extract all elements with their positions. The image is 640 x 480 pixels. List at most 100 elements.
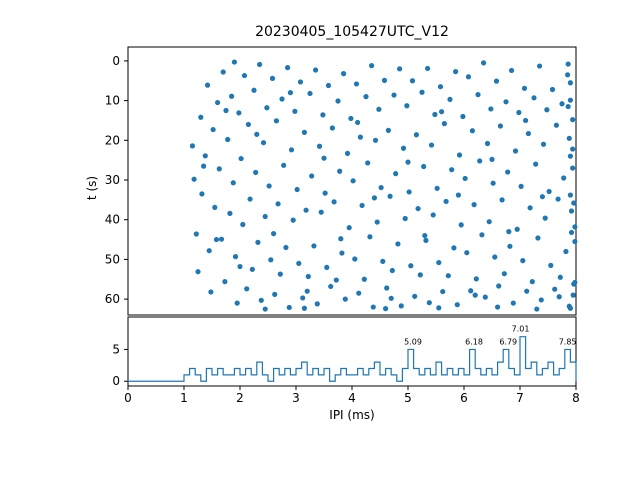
x-tick-label: 7	[516, 391, 524, 405]
scatter-point	[249, 266, 255, 272]
scatter-point	[331, 199, 337, 205]
scatter-point	[363, 94, 369, 100]
scatter-point	[422, 232, 428, 239]
scatter-point	[279, 96, 285, 102]
scatter-point	[496, 283, 502, 289]
scatter-point	[464, 250, 470, 256]
peak-annotation-label: 6.18	[465, 337, 483, 346]
scatter-point	[567, 153, 574, 159]
scatter-point	[566, 135, 572, 141]
scatter-point	[230, 180, 236, 186]
scatter-point	[216, 166, 222, 172]
scatter-point	[223, 107, 229, 114]
scatter-point	[432, 111, 438, 118]
scatter-point	[389, 267, 395, 274]
scatter-point	[257, 61, 263, 68]
scatter-point	[348, 115, 354, 122]
scatter-point	[337, 168, 343, 174]
scatter-point	[570, 165, 576, 171]
y-tick-label: 10	[105, 94, 120, 108]
scatter-point	[493, 78, 500, 84]
scatter-point	[456, 152, 463, 158]
scatter-point	[535, 235, 541, 241]
scatter-point	[285, 65, 291, 71]
scatter-point	[191, 176, 197, 182]
scatter-point	[458, 222, 464, 228]
scatter-point	[371, 195, 377, 201]
scatter-point	[294, 186, 300, 193]
scatter-point	[436, 305, 442, 311]
scatter-point	[462, 175, 468, 182]
scatter-point	[210, 126, 216, 133]
scatter-point	[229, 93, 235, 99]
peak-annotation-label: 7.85	[559, 337, 577, 346]
scatter-point	[555, 196, 561, 202]
scatter-point	[269, 75, 276, 81]
scatter-point	[572, 224, 578, 230]
scatter-point	[571, 200, 577, 206]
scatter-point	[287, 90, 293, 96]
scatter-point	[260, 140, 267, 146]
scatter-point	[488, 106, 494, 112]
scatter-point	[277, 271, 283, 277]
scatter-point	[251, 87, 257, 93]
scatter-point	[423, 237, 429, 243]
scatter-point	[352, 256, 358, 262]
scatter-point	[531, 95, 537, 101]
scatter-point	[232, 254, 239, 260]
scatter-point	[434, 185, 440, 191]
scatter-point	[338, 236, 344, 242]
scatter-point	[342, 296, 348, 302]
scatter-point	[451, 245, 457, 251]
scatter-point	[388, 295, 394, 301]
x-tick-label: 6	[460, 391, 468, 405]
scatter-point	[413, 132, 419, 138]
scatter-point	[552, 286, 558, 292]
scatter-point	[266, 183, 272, 189]
scatter-point	[460, 113, 466, 120]
peak-annotations: 5.09 6.18 6.79 7.01 7.85	[404, 325, 576, 347]
scatter-point	[201, 163, 207, 169]
scatter-point	[339, 250, 345, 256]
scatter-point	[344, 150, 351, 157]
scatter-point	[440, 288, 446, 295]
scatter-point	[445, 273, 451, 279]
scatter-point	[441, 121, 447, 127]
scatter-point	[301, 129, 307, 135]
scatter-point	[523, 117, 529, 124]
scatter-point	[307, 90, 313, 97]
scatter-point	[290, 217, 296, 223]
scatter-point	[241, 72, 248, 79]
scatter-point	[540, 141, 547, 147]
scatter-point	[393, 171, 399, 177]
scatter-point	[419, 89, 425, 95]
scatter-point	[374, 219, 380, 225]
x-tick-label: 2	[236, 391, 244, 405]
scatter-point	[311, 243, 317, 249]
scatter-point	[367, 234, 373, 240]
scatter-point	[314, 301, 320, 307]
scatter-point	[215, 99, 221, 106]
scatter-point	[509, 67, 515, 74]
scatter-point	[512, 148, 519, 154]
scatter-point	[544, 107, 550, 113]
scatter-point	[495, 304, 501, 310]
scatter-point	[329, 125, 335, 131]
scatter-point	[195, 269, 201, 275]
scatter-point	[359, 202, 365, 209]
scatter-point	[473, 276, 479, 282]
x-axis-ticks: 0 1 2 3 4 5 6 7 8	[124, 386, 580, 405]
scatter-point	[275, 201, 281, 207]
x-axis-label: IPI (ms)	[329, 408, 375, 422]
scatter-point	[296, 260, 302, 266]
scatter-point	[262, 306, 268, 312]
scatter-point	[303, 207, 309, 213]
scatter-point	[272, 291, 278, 297]
scatter-point	[567, 80, 574, 86]
scatter-point	[365, 160, 371, 166]
scatter-point	[384, 285, 390, 291]
scatter-point	[262, 213, 268, 220]
scatter-point	[559, 101, 565, 107]
scatter-point	[227, 210, 233, 216]
scatter-point	[567, 305, 574, 311]
